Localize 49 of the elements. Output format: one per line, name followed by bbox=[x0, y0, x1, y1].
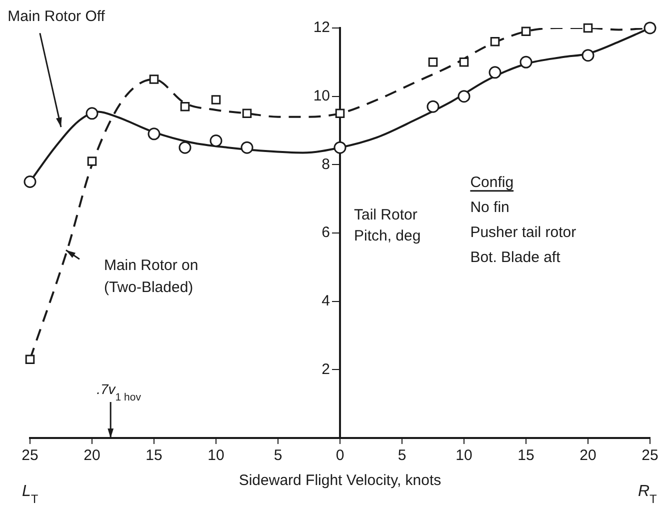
x-tick-label: 15 bbox=[146, 447, 162, 464]
point bbox=[488, 66, 502, 79]
point bbox=[86, 107, 98, 120]
point bbox=[149, 74, 159, 84]
y-tick-label: 4 bbox=[322, 292, 330, 310]
point bbox=[240, 141, 254, 154]
x-tick-label: 20 bbox=[84, 447, 100, 464]
point bbox=[87, 156, 97, 166]
annotation: Bot. Blade aft bbox=[470, 248, 562, 266]
point bbox=[582, 49, 594, 62]
x-tick-label: 25 bbox=[22, 447, 38, 464]
x-tick-label: 10 bbox=[208, 447, 224, 464]
y-tick-label: 2 bbox=[322, 360, 330, 378]
point bbox=[210, 134, 222, 147]
point bbox=[459, 58, 469, 67]
annotation: Main Rotor on (Two-Bladed) bbox=[104, 257, 198, 296]
x-tick-label: 15 bbox=[518, 447, 534, 464]
y-tick-label: 8 bbox=[322, 156, 330, 173]
point bbox=[335, 108, 345, 118]
point bbox=[25, 354, 35, 364]
x-tick-label: 20 bbox=[580, 447, 596, 464]
point bbox=[458, 90, 470, 103]
point bbox=[334, 141, 346, 154]
y-axis-title: Tail Rotor Pitch, deg bbox=[354, 206, 421, 244]
point bbox=[521, 26, 531, 36]
annotation: Pusher tail rotor bbox=[470, 224, 576, 241]
point bbox=[180, 102, 190, 112]
text: Main Rotor Off bbox=[8, 8, 106, 26]
point bbox=[211, 95, 221, 104]
point bbox=[426, 100, 440, 113]
point bbox=[24, 176, 36, 188]
annotation: Config bbox=[470, 174, 514, 191]
x-tick-label: 0 bbox=[336, 447, 344, 464]
annotation: No fin bbox=[470, 198, 510, 216]
x-axis-title: Sideward Flight Velocity, knots bbox=[238, 472, 442, 490]
point bbox=[490, 37, 500, 46]
point bbox=[178, 141, 192, 154]
point bbox=[148, 128, 160, 140]
x-tick-label: 5 bbox=[398, 447, 406, 464]
y-tick-label: 12 bbox=[313, 19, 330, 36]
point bbox=[520, 56, 532, 68]
point bbox=[583, 23, 593, 33]
point bbox=[242, 108, 252, 118]
y-tick-label: 6 bbox=[322, 224, 330, 242]
x-tick-label: 10 bbox=[456, 447, 472, 464]
point bbox=[428, 58, 438, 67]
x-tick-label: 5 bbox=[274, 447, 282, 464]
x-tick-label: 25 bbox=[642, 447, 658, 464]
y-tick-label: 10 bbox=[313, 87, 330, 104]
